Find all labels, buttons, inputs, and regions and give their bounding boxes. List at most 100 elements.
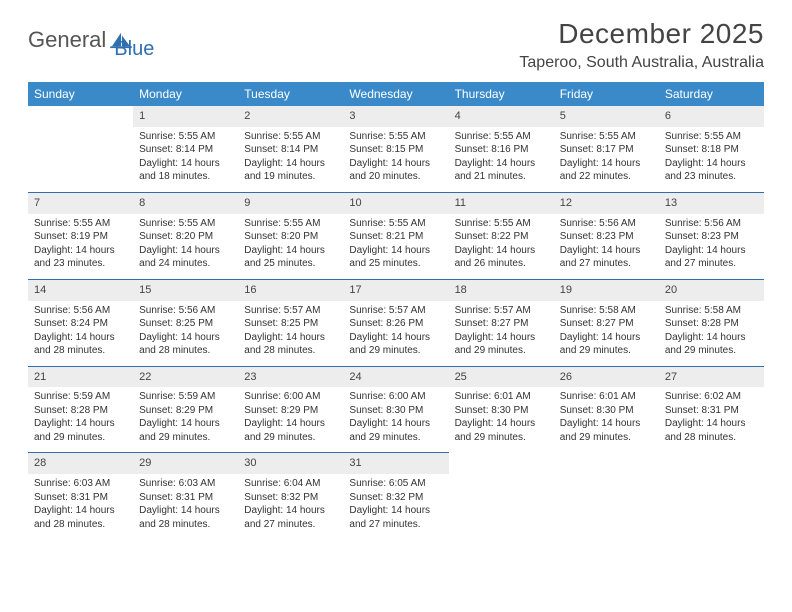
daylight-line: Daylight: 14 hours and 29 minutes. <box>560 331 653 358</box>
sunset-line: Sunset: 8:25 PM <box>139 317 232 331</box>
day-number: 7 <box>28 192 133 214</box>
calendar-day-cell: 23Sunrise: 6:00 AMSunset: 8:29 PMDayligh… <box>238 366 343 453</box>
day-number: 23 <box>238 366 343 388</box>
calendar-table: Sunday Monday Tuesday Wednesday Thursday… <box>28 82 764 539</box>
daylight-line: Daylight: 14 hours and 28 minutes. <box>665 417 758 444</box>
day-body: Sunrise: 5:55 AMSunset: 8:19 PMDaylight:… <box>28 214 133 279</box>
page-title: December 2025 <box>519 18 764 50</box>
sunrise-line: Sunrise: 6:05 AM <box>349 477 442 491</box>
calendar-week-row: 14Sunrise: 5:56 AMSunset: 8:24 PMDayligh… <box>28 279 764 366</box>
calendar-body: 1Sunrise: 5:55 AMSunset: 8:14 PMDaylight… <box>28 106 764 539</box>
sunset-line: Sunset: 8:15 PM <box>349 143 442 157</box>
calendar-day-cell: 29 Sunrise: 6:03 AMSunset: 8:31 PMDayligh… <box>133 452 238 539</box>
day-number: 31 <box>343 452 448 474</box>
day-number: 19 <box>554 279 659 301</box>
calendar-week-row: 21Sunrise: 5:59 AMSunset: 8:28 PMDayligh… <box>28 366 764 453</box>
sunset-line: Sunset: 8:28 PM <box>34 404 127 418</box>
daylight-line: Daylight: 14 hours and 20 minutes. <box>349 157 442 184</box>
calendar-day-cell: 5Sunrise: 5:55 AMSunset: 8:17 PMDaylight… <box>554 106 659 192</box>
daylight-line: Daylight: 14 hours and 27 minutes. <box>244 504 337 531</box>
sunrise-line: Sunrise: 6:03 AM <box>139 477 232 491</box>
daylight-line: Daylight: 14 hours and 26 minutes. <box>455 244 548 271</box>
sunset-line: Sunset: 8:30 PM <box>560 404 653 418</box>
day-number: 26 <box>554 366 659 388</box>
calendar-day-cell: 15 Sunrise: 5:56 AMSunset: 8:25 PMDayligh… <box>133 279 238 366</box>
day-body: Sunrise: 5:59 AMSunset: 8:28 PMDaylight:… <box>28 387 133 452</box>
sunrise-line: Sunrise: 5:56 AM <box>139 304 232 318</box>
day-body: Sunrise: 6:01 AMSunset: 8:30 PMDaylight:… <box>449 387 554 452</box>
calendar-day-cell: 27Sunrise: 6:02 AMSunset: 8:31 PMDayligh… <box>659 366 764 453</box>
day-body: Sunrise: 6:04 AMSunset: 8:32 PMDaylight:… <box>238 474 343 539</box>
day-body: Sunrise: 6:03 AMSunset: 8:31 PMDaylight:… <box>28 474 133 539</box>
sunset-line: Sunset: 8:29 PM <box>244 404 337 418</box>
day-number: 17 <box>343 279 448 301</box>
day-number: 21 <box>28 366 133 388</box>
sunset-line: Sunset: 8:27 PM <box>560 317 653 331</box>
day-number: 15 <box>133 279 238 301</box>
sunset-line: Sunset: 8:31 PM <box>139 491 232 505</box>
sunset-line: Sunset: 8:27 PM <box>455 317 548 331</box>
daylight-line: Daylight: 14 hours and 22 minutes. <box>560 157 653 184</box>
calendar-day-cell: 10Sunrise: 5:55 AMSunset: 8:21 PMDayligh… <box>343 192 448 279</box>
calendar-day-cell: 30Sunrise: 6:04 AMSunset: 8:32 PMDayligh… <box>238 452 343 539</box>
daylight-line: Daylight: 14 hours and 25 minutes. <box>244 244 337 271</box>
calendar-day-cell: 13Sunrise: 5:56 AMSunset: 8:23 PMDayligh… <box>659 192 764 279</box>
calendar-day-cell: 6Sunrise: 5:55 AMSunset: 8:18 PMDaylight… <box>659 106 764 192</box>
calendar-header-row: Sunday Monday Tuesday Wednesday Thursday… <box>28 82 764 106</box>
day-number: 12 <box>554 192 659 214</box>
daylight-line: Daylight: 14 hours and 28 minutes. <box>34 331 127 358</box>
day-number: 5 <box>554 106 659 127</box>
calendar-day-cell: 8Sunrise: 5:55 AMSunset: 8:20 PMDaylight… <box>133 192 238 279</box>
day-body: Sunrise: 6:00 AMSunset: 8:30 PMDaylight:… <box>343 387 448 452</box>
daylight-line: Daylight: 14 hours and 19 minutes. <box>244 157 337 184</box>
day-number: 8 <box>133 192 238 214</box>
sunset-line: Sunset: 8:23 PM <box>560 230 653 244</box>
calendar-day-cell: 22Sunrise: 5:59 AMSunset: 8:29 PMDayligh… <box>133 366 238 453</box>
calendar-day-cell: 4Sunrise: 5:55 AMSunset: 8:16 PMDaylight… <box>449 106 554 192</box>
day-number: 29 <box>133 452 238 474</box>
title-block: December 2025 Taperoo, South Australia, … <box>519 18 764 72</box>
daylight-line: Daylight: 14 hours and 28 minutes. <box>139 504 232 531</box>
day-body: Sunrise: 6:01 AMSunset: 8:30 PMDaylight:… <box>554 387 659 452</box>
dow-header: Friday <box>554 82 659 106</box>
day-number: 16 <box>238 279 343 301</box>
sunrise-line: Sunrise: 5:56 AM <box>560 217 653 231</box>
sunrise-line: Sunrise: 5:57 AM <box>455 304 548 318</box>
sunset-line: Sunset: 8:19 PM <box>34 230 127 244</box>
day-number: 25 <box>449 366 554 388</box>
day-body: Sunrise: 5:57 AMSunset: 8:25 PMDaylight:… <box>238 301 343 366</box>
day-body: Sunrise: 5:56 AMSunset: 8:23 PMDaylight:… <box>554 214 659 279</box>
calendar-day-cell: 25Sunrise: 6:01 AMSunset: 8:30 PMDayligh… <box>449 366 554 453</box>
sunrise-line: Sunrise: 5:55 AM <box>349 217 442 231</box>
dow-header: Wednesday <box>343 82 448 106</box>
daylight-line: Daylight: 14 hours and 27 minutes. <box>349 504 442 531</box>
sunset-line: Sunset: 8:32 PM <box>349 491 442 505</box>
sunrise-line: Sunrise: 5:55 AM <box>455 217 548 231</box>
daylight-line: Daylight: 14 hours and 28 minutes. <box>139 331 232 358</box>
calendar-day-cell: 31Sunrise: 6:05 AMSunset: 8:32 PMDayligh… <box>343 452 448 539</box>
sunset-line: Sunset: 8:24 PM <box>34 317 127 331</box>
day-number: 11 <box>449 192 554 214</box>
day-number: 2 <box>238 106 343 127</box>
day-body: Sunrise: 6:05 AMSunset: 8:32 PMDaylight:… <box>343 474 448 539</box>
logo-word-1: General <box>28 27 106 53</box>
sunrise-line: Sunrise: 5:55 AM <box>34 217 127 231</box>
day-body: Sunrise: 5:56 AMSunset: 8:24 PMDaylight:… <box>28 301 133 366</box>
day-body: Sunrise: 5:55 AMSunset: 8:16 PMDaylight:… <box>449 127 554 192</box>
calendar-day-cell: 3Sunrise: 5:55 AMSunset: 8:15 PMDaylight… <box>343 106 448 192</box>
daylight-line: Daylight: 14 hours and 24 minutes. <box>139 244 232 271</box>
daylight-line: Daylight: 14 hours and 29 minutes. <box>349 417 442 444</box>
sunrise-line: Sunrise: 6:01 AM <box>455 390 548 404</box>
day-body: Sunrise: 5:55 AMSunset: 8:22 PMDaylight:… <box>449 214 554 279</box>
day-number: 1 <box>133 106 238 127</box>
daylight-line: Daylight: 14 hours and 29 minutes. <box>560 417 653 444</box>
sunrise-line: Sunrise: 5:55 AM <box>244 130 337 144</box>
day-body: Sunrise: 6:02 AMSunset: 8:31 PMDaylight:… <box>659 387 764 452</box>
day-number: 27 <box>659 366 764 388</box>
day-body: Sunrise: 5:55 AMSunset: 8:15 PMDaylight:… <box>343 127 448 192</box>
sunrise-line: Sunrise: 5:56 AM <box>34 304 127 318</box>
calendar-day-cell: 17Sunrise: 5:57 AMSunset: 8:26 PMDayligh… <box>343 279 448 366</box>
daylight-line: Daylight: 14 hours and 18 minutes. <box>139 157 232 184</box>
day-number: 20 <box>659 279 764 301</box>
day-number: 14 <box>28 279 133 301</box>
